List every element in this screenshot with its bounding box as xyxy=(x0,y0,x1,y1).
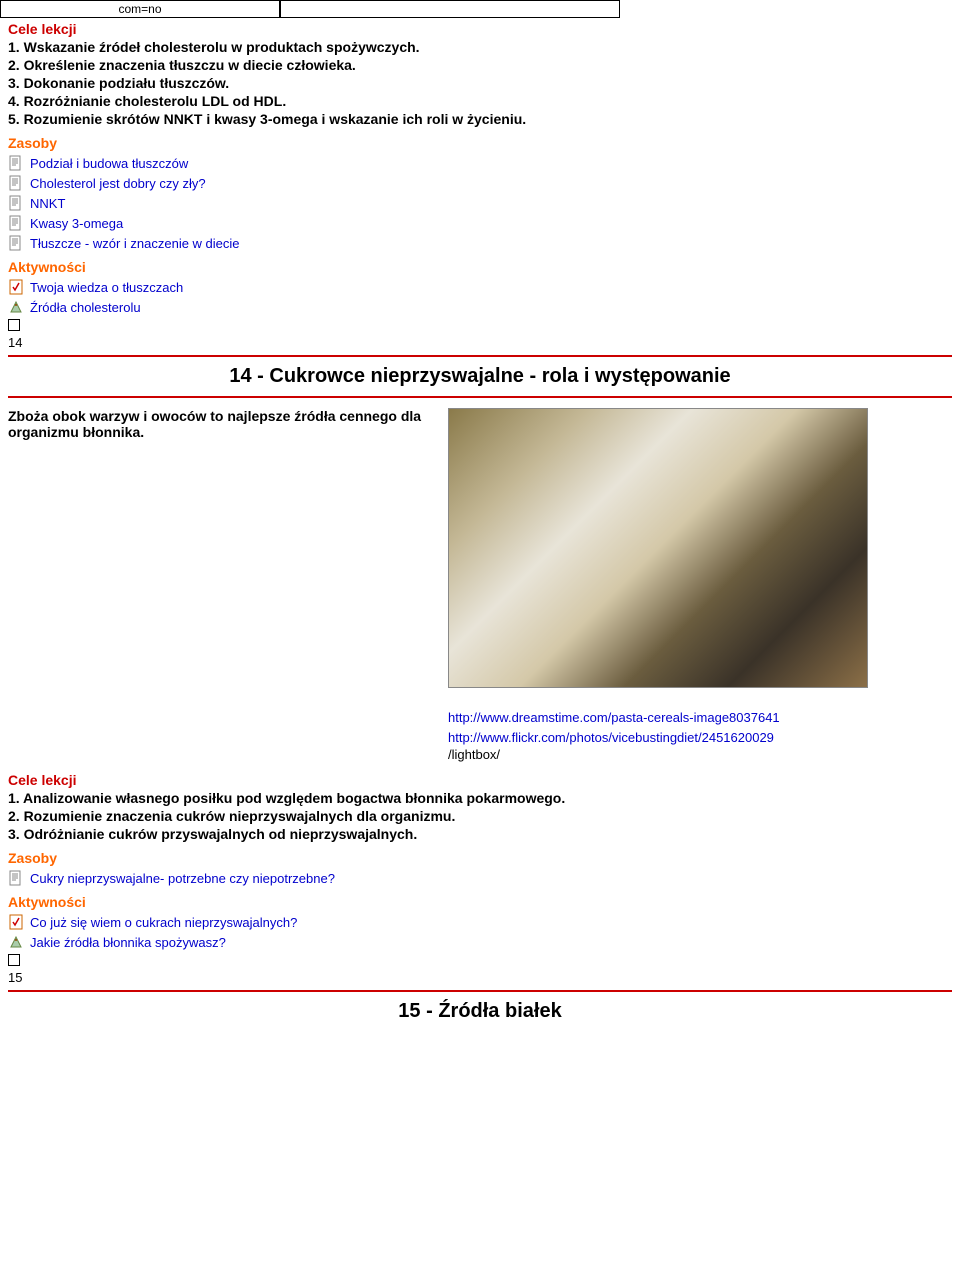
activity-label: Co już się wiem o cukrach nieprzyswajaln… xyxy=(30,915,297,930)
goal-item: 1. Wskazanie źródeł cholesterolu w produ… xyxy=(8,39,952,55)
aktywnosci-header-13: Aktywności xyxy=(8,259,952,275)
quiz-icon xyxy=(8,279,24,295)
activity-label: Twoja wiedza o tłuszczach xyxy=(30,280,183,295)
resource-label: Cukry nieprzyswajalne- potrzebne czy nie… xyxy=(30,871,335,886)
resource-label: Tłuszcze - wzór i znaczenie w diecie xyxy=(30,236,240,251)
top-box-left: com=no xyxy=(0,0,280,18)
document-icon xyxy=(8,235,24,251)
activity-link[interactable]: Źródła cholesterolu xyxy=(8,299,952,315)
grains-image xyxy=(448,408,868,688)
document-icon xyxy=(8,175,24,191)
resource-link[interactable]: Cukry nieprzyswajalne- potrzebne czy nie… xyxy=(8,870,952,886)
cele-header-14: Cele lekcji xyxy=(8,772,952,788)
document-icon xyxy=(8,155,24,171)
image-url-suffix: /lightbox/ xyxy=(448,747,952,762)
checkbox-icon xyxy=(8,319,20,331)
image-url[interactable]: http://www.dreamstime.com/pasta-cereals-… xyxy=(448,708,952,728)
goal-item: 2. Rozumienie znaczenia cukrów nieprzysw… xyxy=(8,808,952,824)
aktywnosci-header-14: Aktywności xyxy=(8,894,952,910)
activity-label: Jakie źródła błonnika spożywasz? xyxy=(30,935,226,950)
resource-link[interactable]: Tłuszcze - wzór i znaczenie w diecie xyxy=(8,235,952,251)
resource-label: Kwasy 3-omega xyxy=(30,216,123,231)
task-icon xyxy=(8,934,24,950)
checkbox-icon xyxy=(8,954,20,966)
zasoby-header-14: Zasoby xyxy=(8,850,952,866)
zasoby-header-13: Zasoby xyxy=(8,135,952,151)
resource-link[interactable]: Kwasy 3-omega xyxy=(8,215,952,231)
resource-label: Cholesterol jest dobry czy zły? xyxy=(30,176,206,191)
activity-link[interactable]: Co już się wiem o cukrach nieprzyswajaln… xyxy=(8,914,952,930)
top-box-right xyxy=(280,0,620,18)
quiz-icon xyxy=(8,914,24,930)
resource-link[interactable]: NNKT xyxy=(8,195,952,211)
resource-link[interactable]: Podział i budowa tłuszczów xyxy=(8,155,952,171)
page-number: 14 xyxy=(8,335,952,350)
task-icon xyxy=(8,299,24,315)
document-icon xyxy=(8,215,24,231)
goal-item: 4. Rozróżnianie cholesterolu LDL od HDL. xyxy=(8,93,952,109)
document-icon xyxy=(8,195,24,211)
goal-item: 2. Określenie znaczenia tłuszczu w dieci… xyxy=(8,57,952,73)
goal-item: 3. Odróżnianie cukrów przyswajalnych od … xyxy=(8,826,952,842)
resource-link[interactable]: Cholesterol jest dobry czy zły? xyxy=(8,175,952,191)
cele-header-13: Cele lekcji xyxy=(8,21,952,37)
lesson-intro: Zboża obok warzyw i owoców to najlepsze … xyxy=(8,408,428,440)
goal-item: 3. Dokonanie podziału tłuszczów. xyxy=(8,75,952,91)
activity-link[interactable]: Jakie źródła błonnika spożywasz? xyxy=(8,934,952,950)
page-number: 15 xyxy=(8,970,952,985)
goal-item: 5. Rozumienie skrótów NNKT i kwasy 3-ome… xyxy=(8,111,952,127)
activity-label: Źródła cholesterolu xyxy=(30,300,141,315)
document-icon xyxy=(8,870,24,886)
resource-label: Podział i budowa tłuszczów xyxy=(30,156,188,171)
lesson-15-title: 15 - Źródła białek xyxy=(8,990,952,1031)
activity-link[interactable]: Twoja wiedza o tłuszczach xyxy=(8,279,952,295)
goal-item: 1. Analizowanie własnego posiłku pod wzg… xyxy=(8,790,952,806)
image-url[interactable]: http://www.flickr.com/photos/vicebusting… xyxy=(448,728,952,748)
lesson-14-title: 14 - Cukrowce nieprzyswajalne - rola i w… xyxy=(8,355,952,398)
resource-label: NNKT xyxy=(30,196,65,211)
